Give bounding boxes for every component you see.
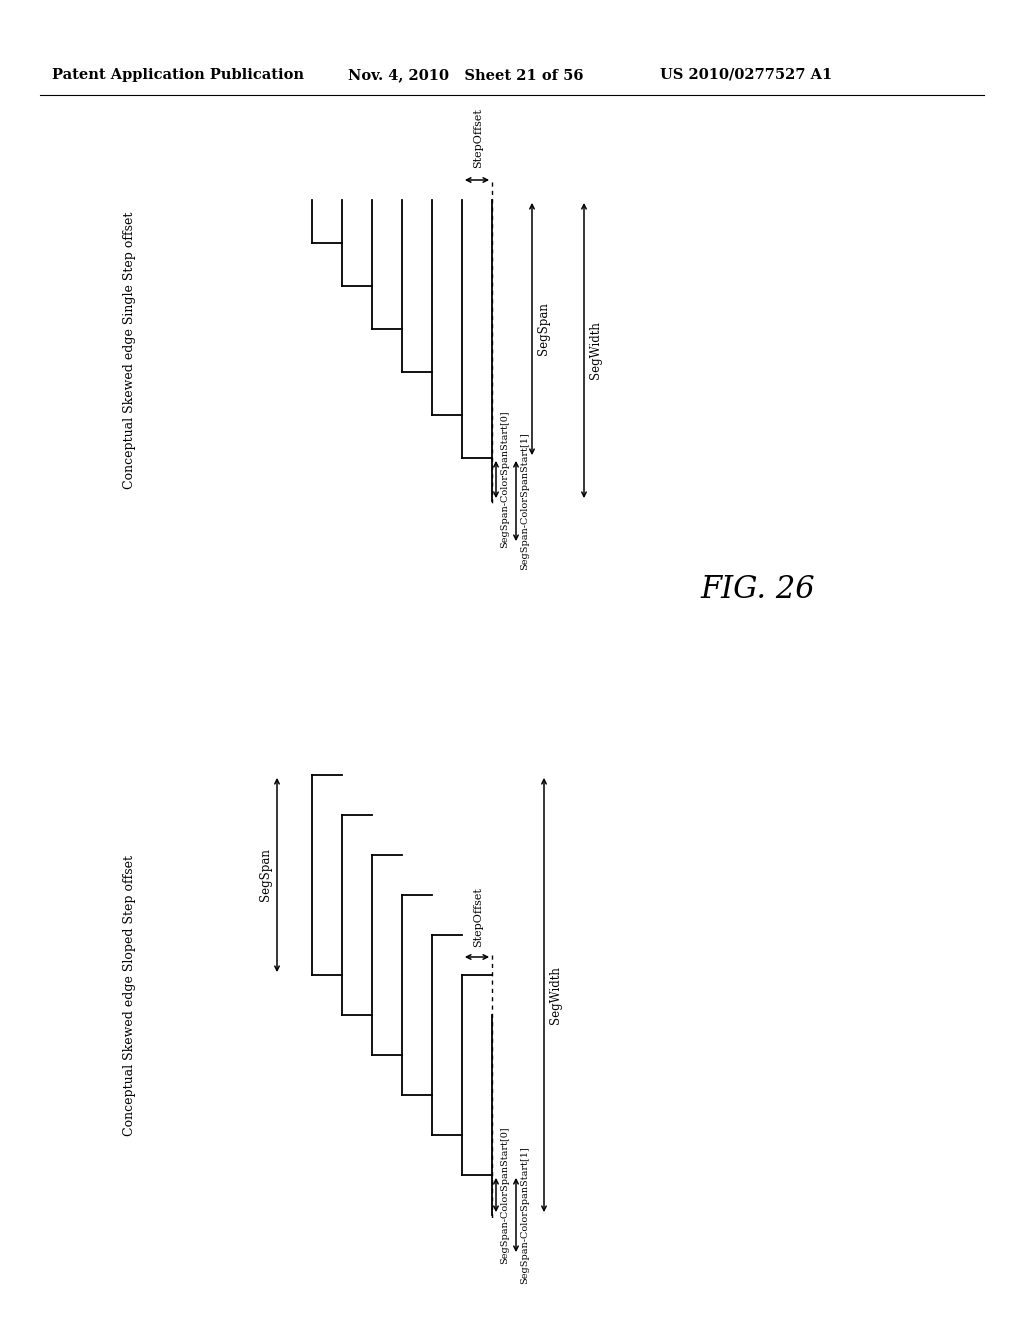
Text: Conceptual Skewed edge Sloped Step offset: Conceptual Skewed edge Sloped Step offse… (124, 854, 136, 1135)
Text: Patent Application Publication: Patent Application Publication (52, 69, 304, 82)
Text: SegWidth: SegWidth (549, 966, 562, 1024)
Text: SegSpan: SegSpan (259, 849, 272, 902)
Text: SegSpan-ColorSpanStart[1]: SegSpan-ColorSpanStart[1] (520, 432, 529, 570)
Text: Nov. 4, 2010   Sheet 21 of 56: Nov. 4, 2010 Sheet 21 of 56 (348, 69, 584, 82)
Text: US 2010/0277527 A1: US 2010/0277527 A1 (660, 69, 833, 82)
Text: StepOffset: StepOffset (473, 108, 483, 168)
Text: SegSpan: SegSpan (537, 302, 550, 355)
Text: Conceptual Skewed edge Single Step offset: Conceptual Skewed edge Single Step offse… (124, 211, 136, 488)
Text: SegWidth: SegWidth (589, 322, 602, 379)
Text: SegSpan-ColorSpanStart[0]: SegSpan-ColorSpanStart[0] (500, 1126, 509, 1263)
Text: SegSpan-ColorSpanStart[0]: SegSpan-ColorSpanStart[0] (500, 411, 509, 548)
Text: SegSpan-ColorSpanStart[1]: SegSpan-ColorSpanStart[1] (520, 1146, 529, 1284)
Text: StepOffset: StepOffset (473, 887, 483, 946)
Text: FIG. 26: FIG. 26 (700, 574, 815, 606)
